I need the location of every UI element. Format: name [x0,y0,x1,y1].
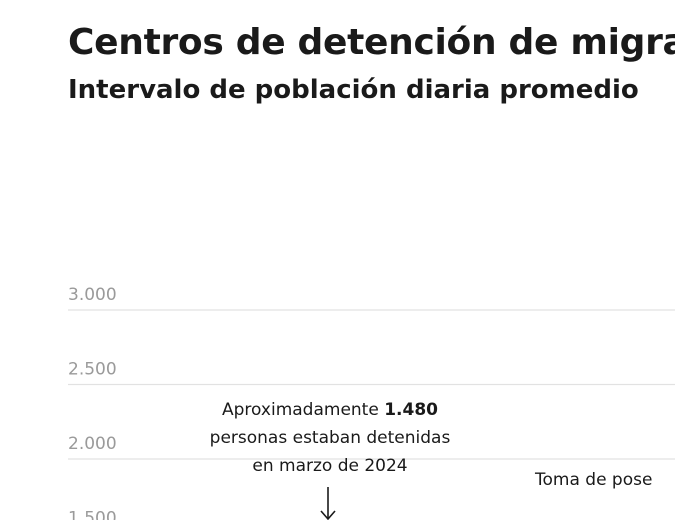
annotation-line-1: Aproximadamente 1.480 [170,396,490,424]
annotation-prefix: Aproximadamente [222,400,385,420]
annotation-line-2: personas estaban detenidas [209,428,451,448]
y-tick-label: 1.500 [68,509,117,520]
annotation-march-2024: Aproximadamente 1.480 personas estaban d… [170,396,490,480]
y-tick-label: 3.000 [68,285,117,305]
chart-title: Centros de detención de migrar [68,22,675,63]
annotation-value: 1.480 [384,400,438,420]
annotation-line-3: en marzo de 2024 [252,456,408,476]
annotation-arrow [320,487,336,520]
y-axis-ticks: 3.000 2.500 2.000 1.500 [68,285,117,520]
y-tick-label: 2.000 [68,434,117,454]
annotation-toma-de-posesion: Toma de pose [535,470,653,490]
gridlines [68,309,675,460]
chart-subtitle: Intervalo de población diaria promedio [68,75,639,105]
y-tick-label: 2.500 [68,360,117,380]
